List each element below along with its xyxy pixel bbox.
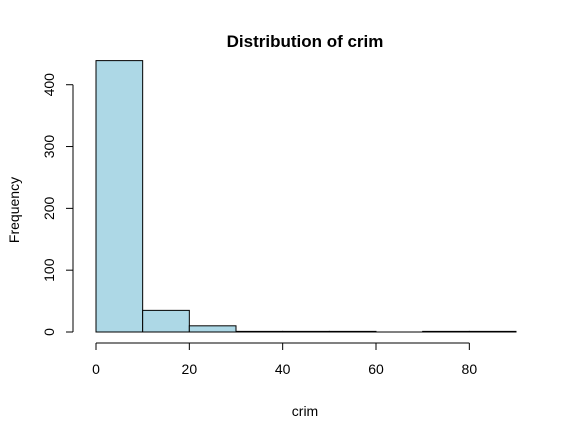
x-tick-label-60: 60	[368, 361, 384, 377]
chart-title: Distribution of crim	[227, 32, 384, 51]
y-tick-label-100: 100	[41, 258, 57, 282]
x-tick-label-0: 0	[92, 361, 100, 377]
bars-group	[95, 60, 517, 333]
histogram-bar-4	[282, 330, 330, 333]
y-tick-label-200: 200	[41, 196, 57, 220]
x-axis: 0 20 40 60 80	[92, 342, 478, 377]
x-tick-label-20: 20	[182, 361, 198, 377]
histogram-bar-8	[468, 330, 517, 333]
x-tick-label-40: 40	[275, 361, 291, 377]
histogram-bar-0	[95, 60, 144, 333]
x-axis-label: crim	[292, 403, 318, 419]
histogram-bar-1	[142, 309, 190, 333]
histogram-bar-2	[188, 325, 237, 333]
histogram-bar-7	[422, 330, 470, 333]
y-tick-label-300: 300	[41, 135, 57, 159]
x-tick-label-80: 80	[462, 361, 478, 377]
y-axis: 0 100 200 300 400	[41, 73, 74, 336]
histogram-bar-5	[328, 330, 377, 333]
y-tick-label-0: 0	[41, 328, 57, 336]
y-tick-label-400: 400	[41, 73, 57, 97]
y-axis-label: Frequency	[6, 177, 22, 243]
histogram-bar-3	[235, 330, 284, 333]
